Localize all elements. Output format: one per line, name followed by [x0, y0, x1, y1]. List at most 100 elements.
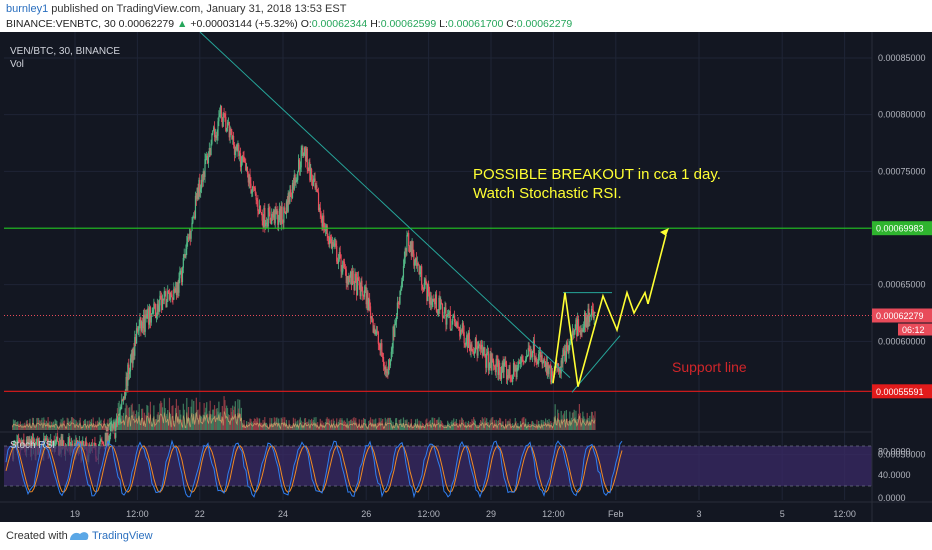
- candle-body: [483, 347, 485, 352]
- candle-body: [105, 432, 107, 442]
- current-price-tag: 0.00062279: [876, 311, 924, 321]
- volume-bar: [405, 420, 407, 430]
- candle-body: [448, 311, 450, 314]
- chart-grid: [4, 32, 872, 500]
- publish-text: published on TradingView.com, January 31…: [51, 3, 347, 15]
- stoch-label: Stoch RSI: [10, 440, 55, 451]
- volume-bar: [238, 408, 240, 430]
- candle-body: [248, 174, 250, 183]
- candle-body: [486, 353, 488, 368]
- candle-body: [454, 322, 457, 327]
- candle-body: [126, 376, 128, 386]
- candle-body: [457, 322, 459, 328]
- candle-body: [304, 147, 306, 153]
- volume-bar: [522, 417, 524, 430]
- candle-body: [586, 317, 588, 328]
- candle-body: [205, 159, 207, 161]
- volume-bar: [200, 415, 202, 430]
- candle-body: [564, 351, 566, 356]
- volume-bar: [161, 402, 163, 430]
- candle-body: [216, 135, 218, 139]
- candle-body: [148, 308, 150, 325]
- candle-body: [264, 207, 266, 226]
- candle-body: [165, 291, 167, 308]
- candle-body: [370, 316, 372, 319]
- tradingview-brand-link[interactable]: TradingView: [92, 530, 153, 542]
- candle-body: [188, 233, 190, 239]
- candle-body: [167, 290, 169, 302]
- candle-body: [350, 271, 352, 278]
- price-tick-label: 0.00060000: [878, 336, 926, 346]
- candle-body: [520, 356, 522, 363]
- candle-body: [202, 171, 204, 182]
- candle-body: [339, 252, 341, 255]
- candle-body: [558, 363, 560, 372]
- candle-body: [414, 262, 416, 266]
- candle-body: [265, 222, 267, 226]
- candle-body: [565, 342, 567, 362]
- candle-body: [181, 270, 183, 283]
- volume-bar: [166, 413, 168, 430]
- candle-body: [168, 293, 171, 300]
- candle-body: [186, 242, 188, 250]
- candle-body: [185, 249, 187, 258]
- candle-body: [138, 325, 140, 331]
- candle-body: [560, 360, 562, 374]
- candle-body: [28, 438, 30, 446]
- volume-bar: [483, 426, 485, 430]
- candle-body: [580, 330, 582, 335]
- candle-body: [537, 363, 539, 365]
- candle-body: [223, 113, 225, 115]
- candle-body: [215, 134, 217, 139]
- candle-body: [159, 295, 161, 306]
- candle-body: [32, 439, 34, 449]
- resistance-price-tag-bg: [872, 221, 932, 236]
- candle-body: [27, 438, 29, 446]
- candle-body: [428, 292, 431, 304]
- candle-body: [99, 441, 101, 444]
- candle-body: [473, 351, 476, 354]
- candle-body: [50, 440, 52, 443]
- candle-body: [164, 291, 166, 293]
- candle-body: [426, 283, 428, 302]
- candle-body: [112, 423, 114, 428]
- candle-body: [317, 191, 319, 193]
- chart-area[interactable]: 0.00085000 0.00080000 0.00075000 0.00065000…: [0, 32, 932, 522]
- candle-body: [436, 311, 438, 314]
- volume-bars: [12, 396, 596, 430]
- candle-body: [51, 440, 53, 447]
- price-tick-label: 0.00050000: [878, 450, 926, 460]
- candle-body: [415, 258, 417, 263]
- candle-body: [526, 355, 528, 357]
- candle-body: [310, 168, 312, 181]
- close-label: C:: [506, 18, 517, 30]
- candle-body: [265, 222, 268, 224]
- candle-body: [562, 349, 564, 364]
- pane-title: VEN/BTC, 30, BINANCE: [10, 46, 120, 57]
- candle-body: [382, 356, 385, 367]
- candle-body: [477, 346, 479, 356]
- candle-body: [335, 243, 337, 247]
- candle-body: [70, 443, 73, 447]
- candle-body: [314, 178, 316, 188]
- candle-body: [445, 307, 447, 325]
- volume-bar: [461, 418, 463, 430]
- candle-body: [421, 285, 424, 289]
- candle-body: [285, 211, 287, 214]
- author-link[interactable]: burnley1: [6, 3, 49, 15]
- candle-body: [449, 311, 451, 329]
- candle-body: [352, 270, 354, 284]
- candle-body: [506, 375, 509, 380]
- candle-body: [77, 441, 79, 449]
- candle-body: [439, 297, 441, 309]
- candle-body: [497, 360, 499, 375]
- tradingview-logo-icon: [70, 532, 89, 540]
- candle-body: [499, 362, 501, 374]
- candle-body: [15, 442, 17, 445]
- candle-body: [245, 162, 247, 171]
- candle-body: [345, 269, 347, 284]
- candle-body: [326, 225, 328, 237]
- volume-bar: [326, 417, 328, 430]
- candle-body: [239, 153, 241, 156]
- price-axis-bg: [872, 32, 932, 522]
